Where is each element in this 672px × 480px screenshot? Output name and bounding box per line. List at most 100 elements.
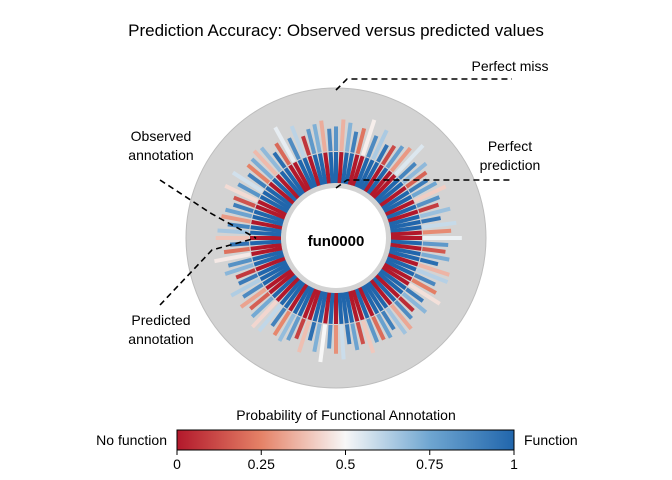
observed-bar xyxy=(354,288,370,319)
observed-bar xyxy=(255,204,286,220)
predicted-bar xyxy=(416,268,449,285)
observed-bar xyxy=(381,190,410,211)
predicted-bar xyxy=(344,122,353,152)
colorbar-tick-label: 0.25 xyxy=(248,456,275,472)
observed-bar xyxy=(386,256,417,272)
observed-bar xyxy=(323,292,332,324)
observed-bar xyxy=(357,286,375,317)
predicted-bar xyxy=(350,323,360,351)
predicted-bar xyxy=(366,318,380,343)
colorbar-left-label: No function xyxy=(96,432,167,448)
observed-bar xyxy=(387,209,419,223)
observed-bar xyxy=(369,170,393,197)
predicted-bar xyxy=(257,303,283,333)
observed-bar xyxy=(292,161,312,191)
predicted-bar xyxy=(217,228,250,235)
perfect-prediction-leader xyxy=(335,179,512,189)
observed-bar xyxy=(279,279,303,306)
predicted-bar xyxy=(272,151,287,169)
predicted-bar xyxy=(312,123,322,153)
observed-bar xyxy=(390,225,422,234)
observed-bar xyxy=(384,199,415,217)
predicted-annotation-label-line2: annotation xyxy=(128,331,193,347)
observed-bar xyxy=(283,281,306,309)
predicted-bar xyxy=(247,172,267,189)
predicted-bar xyxy=(360,119,377,156)
observed-bar xyxy=(312,154,325,186)
predicted-bar xyxy=(416,195,441,208)
observed-bar xyxy=(388,249,420,262)
observed-bar xyxy=(379,268,407,291)
observed-bar xyxy=(307,155,321,187)
colorbar-gradient xyxy=(176,429,515,451)
perfect-miss-leader xyxy=(335,78,512,91)
observed-bar xyxy=(317,291,328,323)
observed-bar xyxy=(351,289,365,321)
predicted-bar xyxy=(344,324,352,345)
predicted-bar xyxy=(421,252,450,262)
observed-bar xyxy=(379,185,407,208)
observed-bar xyxy=(328,292,335,324)
predicted-bar xyxy=(225,207,253,219)
predicted-bar xyxy=(318,324,328,363)
observed-bar xyxy=(328,152,335,184)
predicted-bar xyxy=(238,273,259,286)
predicted-bar xyxy=(252,149,278,176)
colorbar-tick-label: 0.75 xyxy=(416,456,443,472)
observed-bar xyxy=(262,265,291,286)
predicted-bar xyxy=(223,246,250,255)
predicted-bar xyxy=(394,300,413,320)
observed-bar xyxy=(275,173,300,200)
observed-bar xyxy=(297,159,315,190)
observed-bar xyxy=(252,249,284,262)
observed-bar xyxy=(374,274,401,299)
predicted-bar xyxy=(389,303,413,331)
predicted-annotation-leader xyxy=(159,237,257,306)
predicted-bar xyxy=(289,125,306,158)
predicted-bar xyxy=(360,320,376,354)
observed-bar xyxy=(257,199,288,217)
observed-bar xyxy=(366,281,389,309)
observed-bar xyxy=(389,246,421,257)
predicted-bar xyxy=(339,324,346,360)
predicted-bar xyxy=(249,291,271,311)
observed-bar xyxy=(347,154,360,186)
observed-bar xyxy=(251,246,283,257)
predicted-bar xyxy=(250,296,274,319)
colorbar-tick-label: 0.5 xyxy=(336,456,356,472)
predicted-bar xyxy=(250,157,274,180)
inner-hole xyxy=(286,188,386,288)
radial-bars xyxy=(214,119,462,363)
observed-bar xyxy=(268,271,295,295)
predicted-bar xyxy=(232,202,254,214)
predicted-bar xyxy=(273,126,296,163)
predicted-bar xyxy=(287,137,301,161)
predicted-bar xyxy=(239,287,267,309)
predicted-bar xyxy=(250,300,278,329)
predicted-bar xyxy=(339,119,346,152)
colorbar-right-label: Function xyxy=(524,432,578,448)
observed-bar xyxy=(372,276,397,303)
observed-bar xyxy=(344,153,355,185)
observed-bar xyxy=(312,290,325,322)
observed-bar xyxy=(250,230,282,237)
predicted-bar xyxy=(418,202,440,214)
observed-bar xyxy=(340,292,349,324)
observed-bar xyxy=(390,239,422,246)
observed-bar xyxy=(253,253,285,267)
predicted-bar xyxy=(229,241,250,247)
observed-bar xyxy=(337,292,344,324)
predicted-bar xyxy=(270,307,287,328)
predicted-bar xyxy=(371,315,386,341)
predicted-bar xyxy=(231,170,264,194)
observed-bar xyxy=(302,288,318,319)
observed-bar xyxy=(250,242,282,251)
predicted-bar xyxy=(413,184,447,203)
predicted-bar xyxy=(214,252,251,264)
observed-bar xyxy=(253,209,285,223)
predicted-bar xyxy=(224,262,254,276)
predicted-bar xyxy=(227,257,253,268)
predicted-bar xyxy=(371,129,389,161)
observed-bar xyxy=(374,177,401,202)
